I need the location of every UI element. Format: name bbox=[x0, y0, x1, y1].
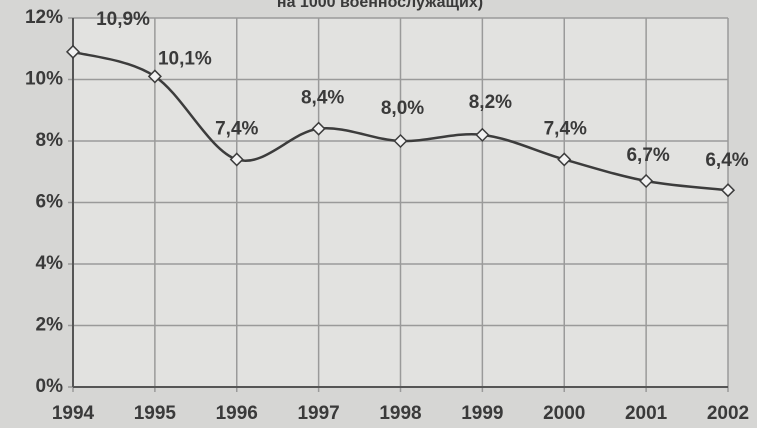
x-tick-label: 1995 bbox=[134, 403, 177, 424]
data-label: 10,9% bbox=[96, 9, 150, 30]
x-tick-label: 1996 bbox=[216, 403, 258, 424]
y-tick-label: 12% bbox=[25, 7, 63, 28]
marker bbox=[147, 69, 162, 84]
x-tick-label: 2000 bbox=[543, 403, 585, 424]
chart-title: на 1000 военнослужащих) bbox=[277, 0, 483, 11]
x-tick-label: 2002 bbox=[707, 403, 749, 424]
x-tick-label: 1994 bbox=[52, 403, 95, 424]
y-tick-label: 10% bbox=[25, 69, 63, 90]
x-tick-label: 1997 bbox=[297, 403, 339, 424]
marker bbox=[311, 121, 326, 136]
marker bbox=[393, 133, 408, 149]
marker bbox=[639, 173, 654, 189]
marker bbox=[229, 152, 244, 167]
x-tick-label: 1999 bbox=[461, 403, 503, 424]
data-label: 10,1% bbox=[158, 48, 212, 69]
data-label: 7,4% bbox=[215, 118, 258, 139]
marker bbox=[720, 183, 736, 198]
data-label: 8,2% bbox=[469, 92, 512, 113]
data-label: 8,4% bbox=[301, 88, 344, 109]
marker bbox=[65, 44, 81, 59]
data-label: 6,7% bbox=[626, 145, 669, 166]
x-tick-label: 1998 bbox=[379, 403, 421, 424]
y-tick-label: 6% bbox=[36, 192, 64, 213]
y-tick-label: 2% bbox=[36, 315, 64, 336]
y-tick-label: 0% bbox=[36, 376, 64, 397]
data-label: 8,0% bbox=[381, 98, 424, 119]
marker bbox=[475, 127, 490, 142]
y-tick-label: 8% bbox=[36, 130, 64, 151]
data-label: 7,4% bbox=[544, 118, 587, 139]
y-tick-label: 4% bbox=[36, 253, 64, 274]
x-tick-label: 2001 bbox=[625, 403, 668, 424]
data-label: 6,4% bbox=[705, 150, 748, 171]
marker bbox=[557, 152, 572, 167]
